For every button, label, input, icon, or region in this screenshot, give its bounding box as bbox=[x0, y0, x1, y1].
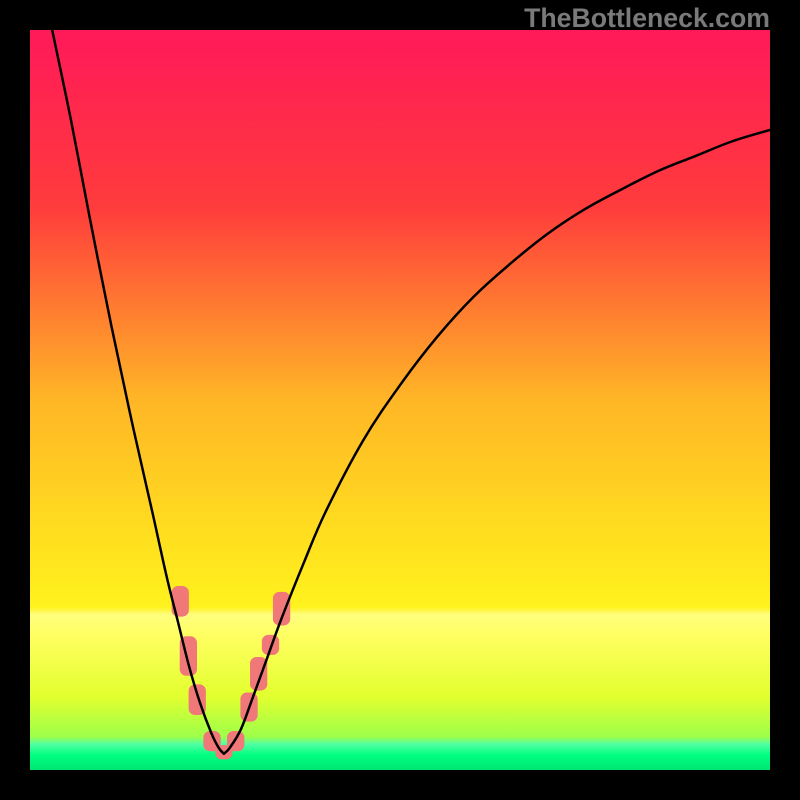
curve-right-branch bbox=[224, 130, 770, 754]
curve-layer bbox=[30, 30, 770, 770]
chart-canvas: TheBottleneck.com bbox=[0, 0, 800, 800]
plot-area bbox=[30, 30, 770, 770]
watermark-text: TheBottleneck.com bbox=[524, 3, 770, 34]
curve-left-branch bbox=[52, 30, 224, 754]
